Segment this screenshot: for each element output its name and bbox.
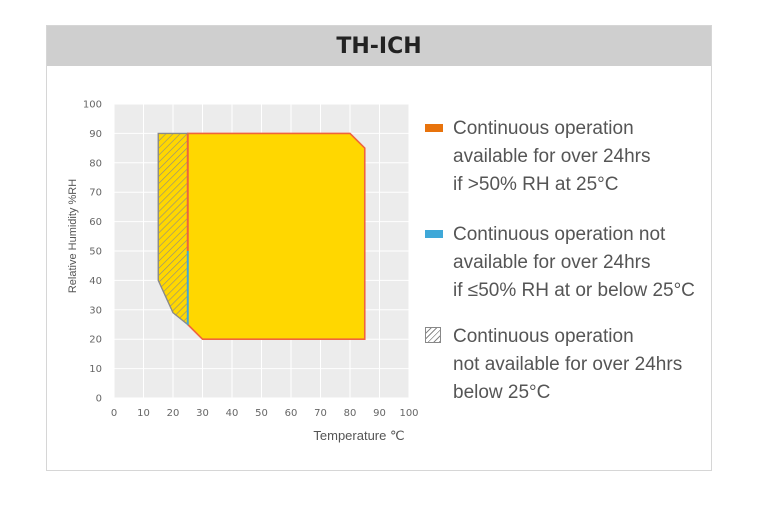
below-25c-hatched-region — [157, 132, 189, 326]
y-tick-label: 60 — [89, 217, 102, 228]
legend-item-below-25: Continuous operation not available for o… — [425, 323, 715, 407]
legend-line: if >50% RH at 25°C — [453, 174, 619, 195]
legend-line: Continuous operation not — [453, 224, 666, 245]
x-tick-label: 40 — [226, 408, 239, 419]
operating-range-region — [186, 132, 366, 341]
legend-swatch-orange — [425, 124, 443, 132]
y-tick-label: 50 — [89, 247, 102, 258]
legend-line: if ≤50% RH at or below 25°C — [453, 280, 695, 301]
legend-label: Continuous operation not available for o… — [453, 323, 715, 407]
y-tick-label: 10 — [89, 364, 102, 375]
x-axis-label: Temperature ℃ — [313, 428, 404, 443]
legend-line: available for over 24hrs — [453, 252, 651, 273]
x-tick-label: 70 — [314, 408, 327, 419]
y-tick-label: 0 — [96, 394, 102, 405]
x-tick-label: 30 — [196, 408, 209, 419]
y-tick-label: 90 — [89, 129, 102, 140]
legend-line: below 25°C — [453, 382, 551, 403]
legend-line: Continuous operation — [453, 326, 634, 347]
legend-swatch-blue — [425, 230, 443, 238]
legend-line: available for over 24hrs — [453, 146, 651, 167]
y-tick-label: 100 — [83, 100, 102, 111]
x-tick-label: 20 — [167, 408, 180, 419]
x-tick-label: 50 — [255, 408, 268, 419]
operating-range-chart: 0 10 20 30 40 50 60 70 80 90 100 0 10 20 30 40 50 60 70 80 9… — [67, 100, 419, 444]
y-tick-label: 70 — [89, 188, 102, 199]
y-axis-label: Relative Humidity %RH — [67, 179, 79, 293]
y-tick-label: 20 — [89, 335, 102, 346]
x-tick-label: 80 — [344, 408, 357, 419]
y-tick-label: 30 — [89, 305, 102, 316]
y-tick-label: 40 — [89, 276, 102, 287]
x-tick-label: 10 — [137, 408, 150, 419]
x-tick-label: 60 — [285, 408, 298, 419]
legend-label: Continuous operation available for over … — [453, 115, 715, 199]
legend-item-low-rh: Continuous operation not available for o… — [425, 221, 715, 305]
x-tick-label: 100 — [399, 408, 418, 419]
y-tick-label: 80 — [89, 158, 102, 169]
legend-line: not available for over 24hrs — [453, 354, 683, 375]
x-tick-label: 90 — [373, 408, 386, 419]
x-tick-label: 0 — [111, 408, 117, 419]
legend-line: Continuous operation — [453, 118, 634, 139]
legend-item-high-rh: Continuous operation available for over … — [425, 115, 715, 199]
card-header: TH-ICH — [47, 26, 711, 66]
legend-swatch-hatched — [425, 327, 441, 343]
legend-label: Continuous operation not available for o… — [453, 221, 715, 305]
card-title: TH-ICH — [336, 33, 422, 59]
chart-card: TH-ICH 0 10 20 30 40 50 60 70 80 90 100 0 10 20 30 40 50… — [46, 25, 712, 471]
